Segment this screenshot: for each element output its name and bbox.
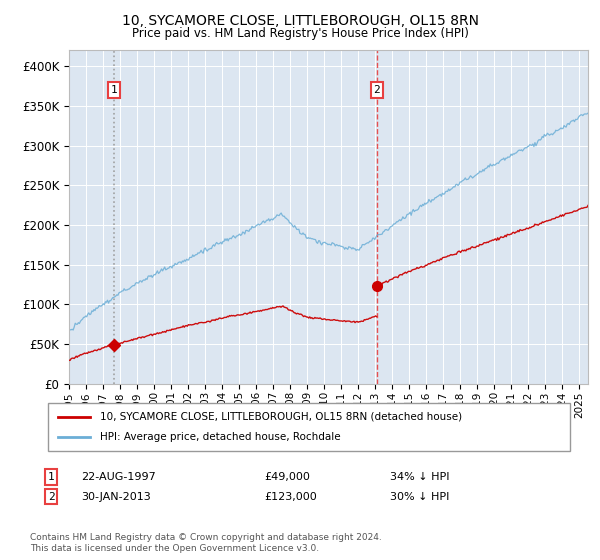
Text: 34% ↓ HPI: 34% ↓ HPI xyxy=(390,472,449,482)
Text: £49,000: £49,000 xyxy=(264,472,310,482)
Text: £123,000: £123,000 xyxy=(264,492,317,502)
Text: 30% ↓ HPI: 30% ↓ HPI xyxy=(390,492,449,502)
Text: 1: 1 xyxy=(110,85,117,95)
Text: Price paid vs. HM Land Registry's House Price Index (HPI): Price paid vs. HM Land Registry's House … xyxy=(131,27,469,40)
Text: 10, SYCAMORE CLOSE, LITTLEBOROUGH, OL15 8RN: 10, SYCAMORE CLOSE, LITTLEBOROUGH, OL15 … xyxy=(121,14,479,28)
Text: 2: 2 xyxy=(373,85,380,95)
Text: HPI: Average price, detached house, Rochdale: HPI: Average price, detached house, Roch… xyxy=(100,432,341,442)
Text: Contains HM Land Registry data © Crown copyright and database right 2024.
This d: Contains HM Land Registry data © Crown c… xyxy=(30,533,382,553)
Text: 10, SYCAMORE CLOSE, LITTLEBOROUGH, OL15 8RN (detached house): 10, SYCAMORE CLOSE, LITTLEBOROUGH, OL15 … xyxy=(100,412,463,422)
Text: 22-AUG-1997: 22-AUG-1997 xyxy=(81,472,156,482)
Text: 30-JAN-2013: 30-JAN-2013 xyxy=(81,492,151,502)
Text: 2: 2 xyxy=(47,492,55,502)
Text: 1: 1 xyxy=(47,472,55,482)
